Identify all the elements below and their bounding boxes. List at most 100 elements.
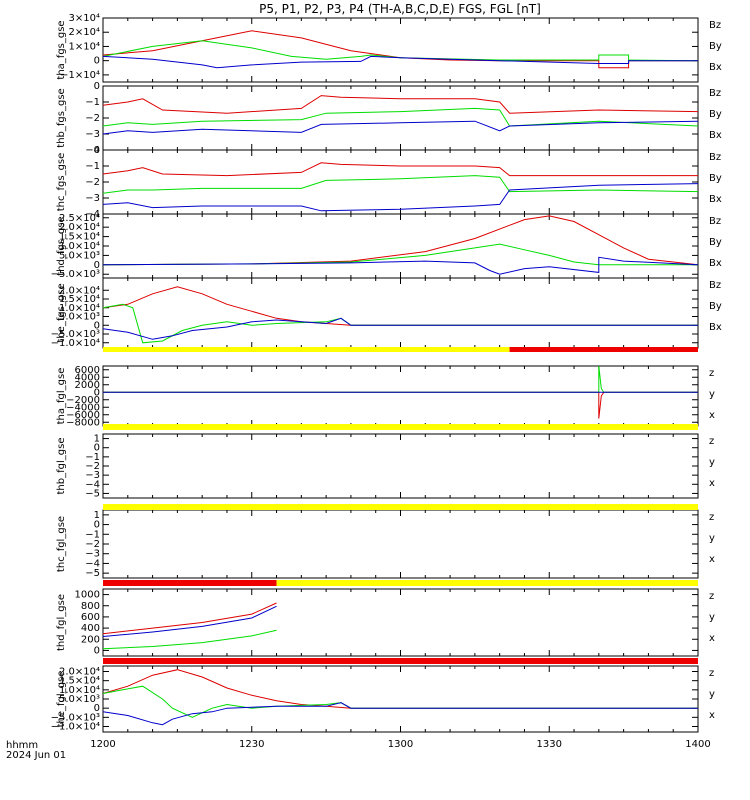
y-tick-label: −2000 [66,395,100,406]
y-tick-label: −2 [85,461,100,472]
panel-frame [102,277,699,349]
y-tick-label: 2.0×10⁴ [59,285,100,296]
y-tick-label: 400 [81,623,100,634]
y-tick-label: 1×10⁴ [69,41,100,52]
y-tick-label: −4 [85,479,100,490]
y-tick-label: −5.0×10³ [51,712,100,723]
y-tick-label: 2.0×10⁴ [59,222,100,233]
legend-entry: x [709,478,715,489]
legend-entry: Bz [709,216,721,227]
series-y-line [102,243,698,266]
chart-title: P5, P1, P2, P3, P4 (TH-A,B,C,D,E) FGS, F… [259,2,541,16]
y-tick-label: 2.5×10⁴ [59,213,100,224]
y-tick-label: −8000 [66,417,100,428]
legend-entry: y [709,533,715,544]
x-tick-label: 1300 [388,739,413,750]
y-axis-label: tha_fgs_gse [56,20,67,79]
y-tick-label: 0 [94,260,100,271]
legend-entry: Bz [709,280,721,291]
y-tick-label: −1 [85,452,100,463]
y-tick-label: −6000 [66,410,100,421]
legend-entry: x [709,633,715,644]
y-axis-label: thd_fgl_gse [56,594,67,651]
y-tick-label: 1.5×10⁴ [59,232,100,243]
y-tick-label: 1.0×10⁴ [59,241,100,252]
x-tick-label: 1230 [239,739,264,750]
y-tick-label: −1.0×10⁴ [51,722,100,733]
y-tick-label: 0 [94,443,100,454]
y-tick-label: −2 [85,539,100,550]
panel-frame [102,149,699,215]
y-tick-label: −4000 [66,402,100,413]
time-label: hhmm [6,740,38,751]
legend-entry: x [709,710,715,721]
legend-entry: z [709,368,714,379]
legend-entry: y [709,689,715,700]
legend-entry: y [709,457,715,468]
y-axis-label: thc_fgs_gse [56,153,67,212]
y-tick-label: 200 [81,634,100,645]
series-x-line [102,702,698,726]
y-tick-label: 3×10⁴ [69,13,100,24]
y-tick-label: 0 [94,81,100,92]
y-tick-label: 1.5×10⁴ [59,676,100,687]
legend-entry: Bz [709,20,721,31]
y-tick-label: 0 [94,520,100,531]
legend-entry: By [709,41,722,52]
status-bar-segment [509,347,698,352]
y-tick-label: 0 [94,645,100,656]
y-axis-label: the_fgl_gse [56,671,67,728]
series-y-line [102,685,698,718]
y-tick-label: 600 [81,612,100,623]
y-tick-label: −2 [85,177,100,188]
y-tick-label: 0 [94,145,100,156]
y-tick-label: −1 [85,529,100,540]
series-z-line [102,669,698,709]
series-y-line [102,175,699,194]
series-z-line [102,95,699,114]
date-label: 2024 Jun 01 [6,750,66,761]
y-tick-label: 1.5×10⁴ [59,294,100,305]
y-tick-label: 1 [94,510,100,521]
series-y-line [102,629,277,650]
y-tick-label: 0 [94,320,100,331]
panel-frame [102,365,699,427]
series-y-line [102,40,699,62]
legend-entry: z [709,512,714,523]
panel-frame [102,509,699,579]
status-bar-segment [103,658,698,664]
y-axis-label: tha_fgl_gse [56,368,67,425]
panel-frame [102,665,699,733]
legend-entry: x [709,554,715,565]
series-x-line [102,317,698,340]
y-tick-label: 800 [81,601,100,612]
y-tick-label: −5 [85,568,100,579]
legend-entry: By [709,173,722,184]
legend-entry: Bx [709,258,722,269]
y-axis-label: thc_fgl_gse [56,516,67,572]
y-tick-label: 2.0×10⁴ [59,667,100,678]
y-tick-label: 0 [94,387,100,398]
y-tick-label: −3 [85,193,100,204]
y-tick-label: −1×10⁴ [60,70,100,81]
y-tick-label: −2 [85,113,100,124]
panel-frame [102,213,699,279]
x-tick-label: 1400 [685,739,710,750]
y-tick-label: 1.0×10⁴ [59,303,100,314]
series-z-line [103,391,698,419]
y-tick-label: −1 [85,97,100,108]
legend-entry: z [709,436,714,447]
legend-entry: Bx [709,130,722,141]
legend-entry: z [709,591,714,602]
y-tick-label: −1 [85,161,100,172]
status-bar-segment [103,424,698,430]
y-tick-label: −4 [85,209,100,220]
series-z-line [102,30,698,69]
y-tick-label: 2000 [75,380,100,391]
legend-entry: Bx [709,194,722,205]
status-bar-segment [103,347,510,352]
legend-entry: Bx [709,322,722,333]
y-tick-label: −1.0×10⁴ [51,338,100,349]
y-tick-label: 1 [94,434,100,445]
series-y-line [102,303,698,344]
